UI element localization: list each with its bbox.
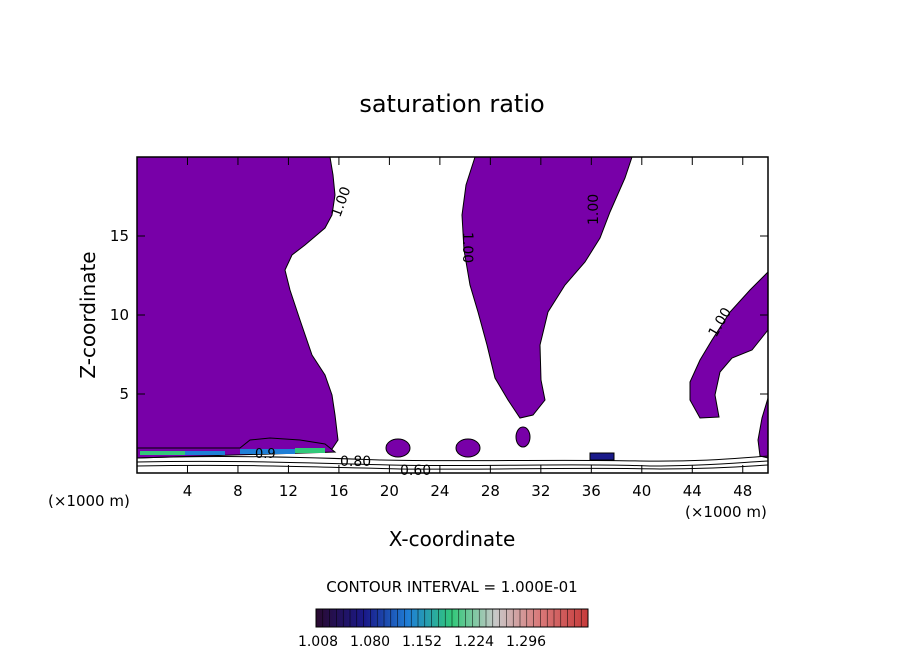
colorbar-tick-label: 1.152	[402, 634, 442, 650]
contour-regions	[137, 157, 768, 470]
colorbar-ticks: 1.008 1.080 1.152 1.224 1.296	[298, 634, 546, 650]
region-left	[137, 157, 339, 456]
x-tick-label: 48	[733, 482, 752, 500]
x-tick-label: 12	[279, 482, 298, 500]
x-tick-label: 36	[582, 482, 601, 500]
strip-4	[295, 448, 325, 453]
x-tick-label: 28	[481, 482, 500, 500]
strip-3	[240, 449, 295, 454]
strip-2	[185, 451, 225, 455]
colorbar-tick-label: 1.224	[454, 634, 494, 650]
chart-title: saturation ratio	[359, 90, 544, 118]
x-axis-label: X-coordinate	[389, 527, 516, 551]
contour-label-5: 0.80	[340, 454, 371, 470]
y-tick-label: 10	[110, 306, 129, 324]
y-axis-ticks: 5 10 15	[110, 227, 768, 403]
contour-interval-label: CONTOUR INTERVAL = 1.000E-01	[326, 578, 577, 596]
x-units-left: (×1000 m)	[48, 492, 130, 510]
contour-label-2: 1.00	[459, 232, 475, 263]
region-right	[689, 271, 768, 419]
y-axis-label: Z-coordinate	[76, 251, 100, 378]
x-tick-label: 24	[430, 482, 449, 500]
x-tick-label: 44	[683, 482, 702, 500]
blob-2	[455, 438, 481, 458]
x-units-right: (×1000 m)	[685, 503, 767, 521]
x-axis-ticks: 4 8 12 16 20 24 28 32 36 40 44 48	[183, 157, 752, 500]
contour-label-3: 1.00	[586, 194, 602, 225]
region-center	[461, 157, 633, 419]
x-tick-label: 16	[329, 482, 348, 500]
strip-1	[140, 451, 185, 455]
x-tick-label: 32	[531, 482, 550, 500]
y-tick-label: 15	[110, 227, 129, 245]
colorbar-tick-label: 1.296	[506, 634, 546, 650]
blob-3	[515, 426, 531, 448]
x-tick-label: 8	[233, 482, 243, 500]
blob-4	[589, 452, 615, 461]
contour-label-6: 0.60	[400, 463, 431, 479]
colorbar-segments	[322, 609, 582, 627]
contour-line-1	[137, 455, 768, 462]
x-tick-label: 20	[380, 482, 399, 500]
x-tick-label: 4	[183, 482, 193, 500]
colorbar-tick-label: 1.080	[350, 634, 390, 650]
region-far-right	[757, 397, 768, 459]
x-tick-label: 40	[632, 482, 651, 500]
contour-line-2	[137, 460, 768, 467]
y-tick-label: 5	[119, 385, 129, 403]
blob-1	[385, 438, 411, 458]
colorbar-tick-label: 1.008	[298, 634, 338, 650]
contour-label-7: 0.9	[255, 447, 276, 462]
contour-line-3	[137, 464, 768, 470]
